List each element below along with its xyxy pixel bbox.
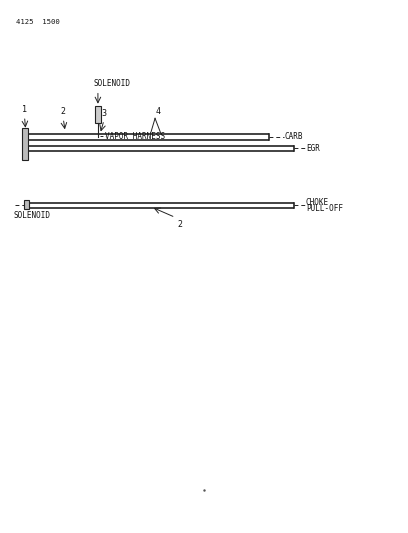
Bar — [95, 106, 101, 123]
Text: PULL-OFF: PULL-OFF — [306, 205, 343, 213]
Text: 1: 1 — [22, 105, 27, 114]
Bar — [22, 128, 28, 160]
Text: SOLENOID: SOLENOID — [13, 211, 50, 220]
Text: 3: 3 — [102, 109, 106, 118]
Text: CARB: CARB — [284, 133, 303, 141]
Text: 4: 4 — [155, 107, 160, 116]
Text: VAPOR HARNESS: VAPOR HARNESS — [105, 132, 165, 141]
Text: 4125  1500: 4125 1500 — [16, 19, 60, 25]
Text: CHOKE: CHOKE — [306, 198, 329, 207]
Text: 2: 2 — [178, 220, 183, 229]
Bar — [24, 200, 29, 209]
Text: SOLENOID: SOLENOID — [94, 79, 131, 88]
Text: EGR: EGR — [306, 144, 320, 152]
Text: 2: 2 — [61, 107, 66, 116]
